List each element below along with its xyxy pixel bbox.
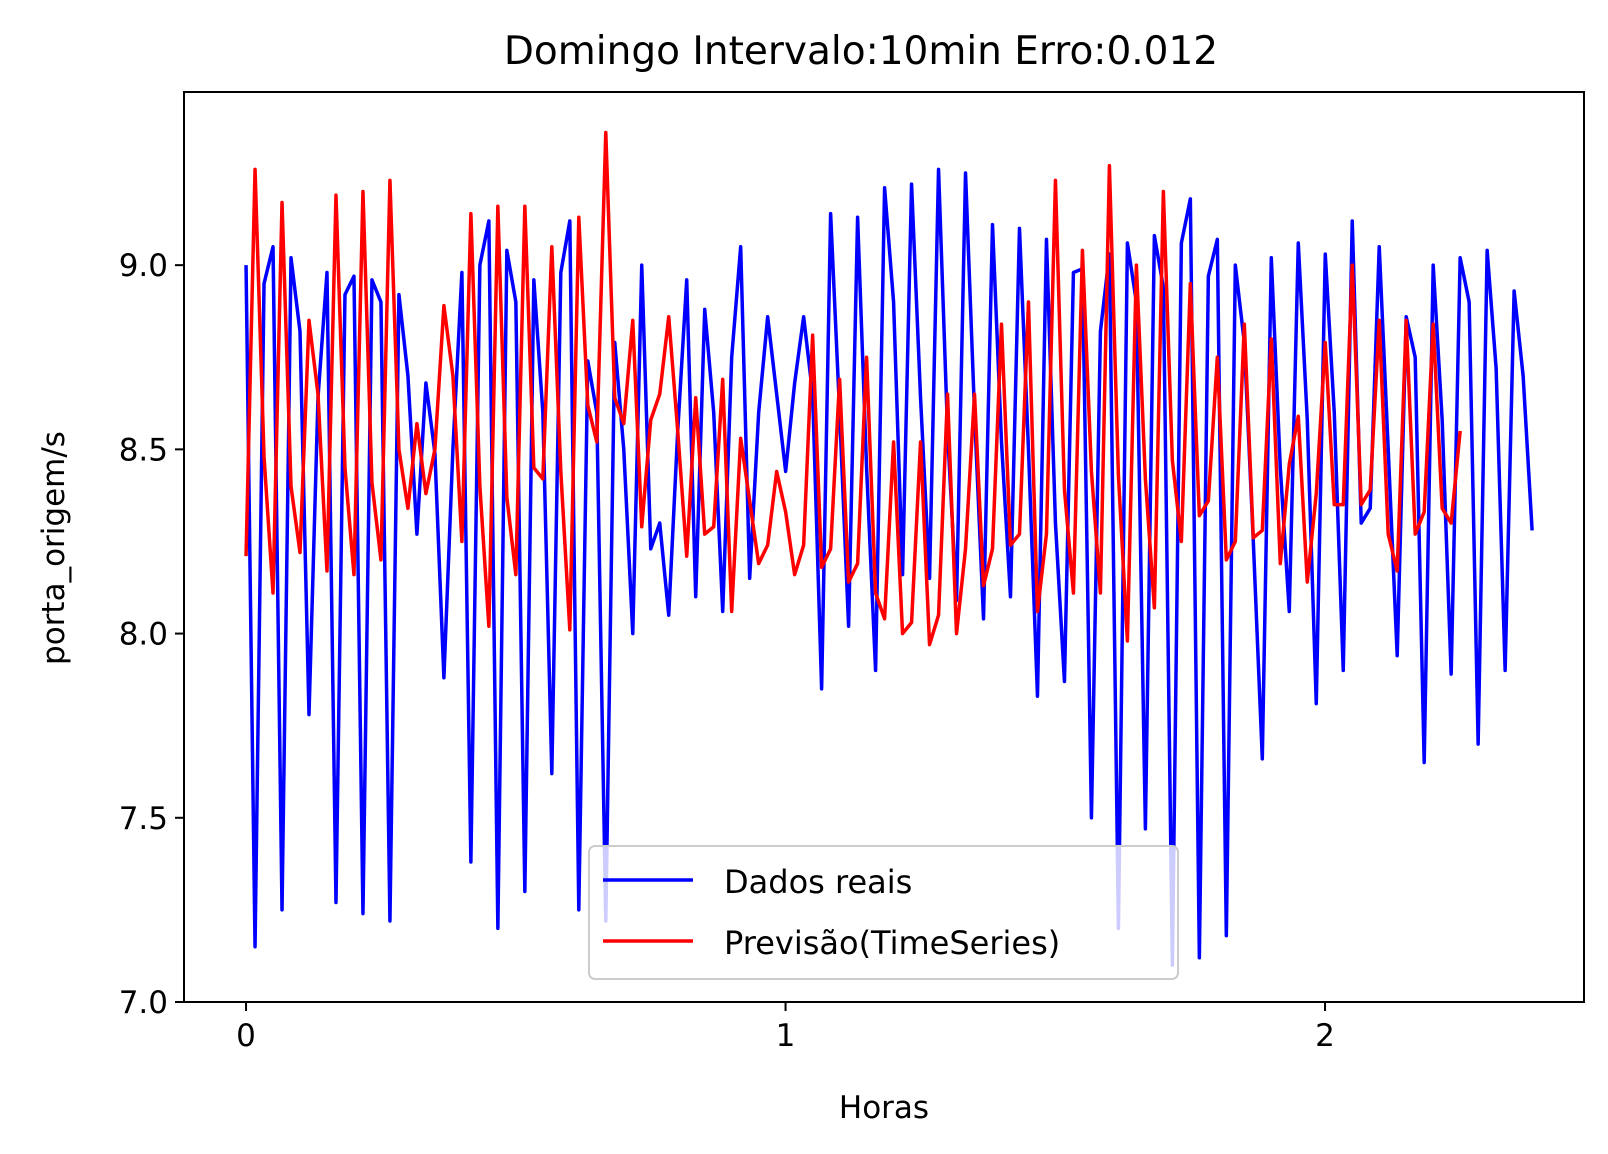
x-tick-label: 2 — [1315, 1018, 1335, 1054]
x-axis: 0 1 2 — [236, 1002, 1335, 1054]
legend-box — [588, 845, 1179, 980]
x-axis-label: Horas — [839, 1090, 929, 1126]
y-tick-label: 8.0 — [119, 617, 168, 653]
y-tick-label: 8.5 — [119, 432, 168, 468]
legend-label-dados-reais: Dados reais — [724, 863, 912, 901]
x-tick-label: 0 — [236, 1018, 256, 1054]
legend-label-previsao: Previsão(TimeSeries) — [724, 924, 1060, 962]
series-line-1 — [244, 130, 1462, 647]
chart-title: Domingo Intervalo:10min Erro:0.012 — [504, 29, 1218, 74]
series-line-0 — [244, 167, 1534, 967]
y-axis: 7.0 7.5 8.0 8.5 9.0 — [119, 248, 184, 1021]
y-tick-label: 7.5 — [119, 801, 168, 837]
y-tick-label: 7.0 — [119, 985, 168, 1021]
y-axis-label: porta_origem/s — [36, 431, 72, 665]
series-layer — [244, 130, 1534, 967]
plot-frame — [183, 91, 1585, 1003]
x-tick-label: 1 — [776, 1018, 796, 1054]
y-tick-label: 9.0 — [119, 248, 168, 284]
legend: Dados reais Previsão(TimeSeries) — [588, 845, 1179, 980]
